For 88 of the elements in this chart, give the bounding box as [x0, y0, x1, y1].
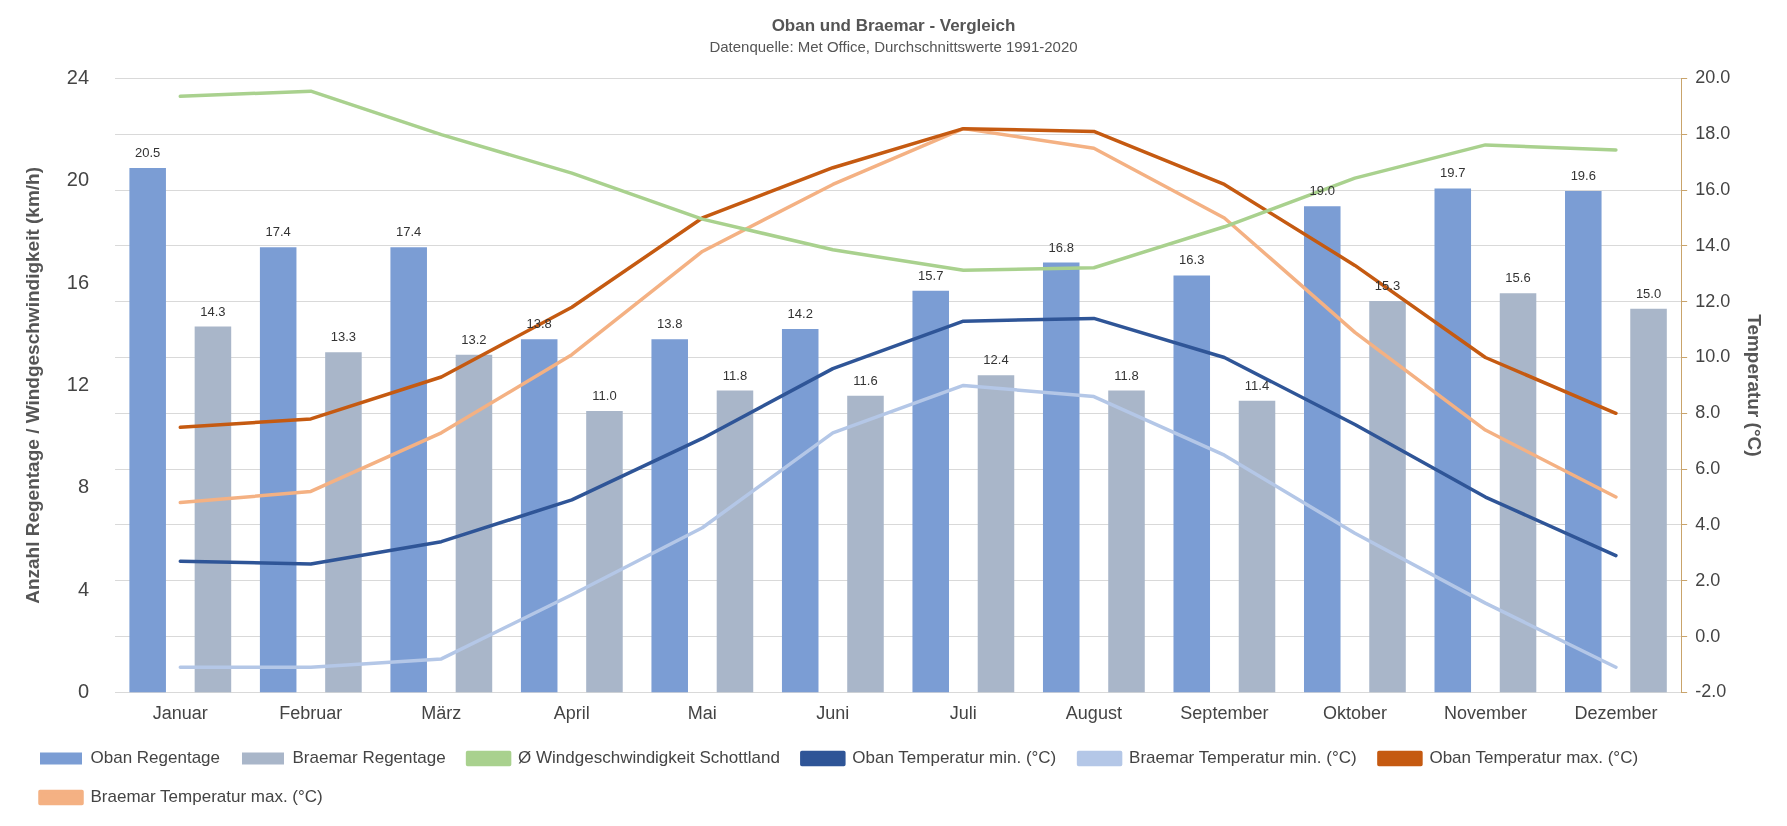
- y-tick-label: 4: [77, 577, 90, 600]
- data-label: 13.8: [657, 316, 683, 332]
- data-label: 16.8: [1048, 239, 1074, 255]
- data-label: 19.0: [1309, 183, 1335, 199]
- y-tick-label: 0: [77, 679, 90, 702]
- data-label: 14.3: [200, 303, 226, 319]
- x-tick-label: Januar: [152, 703, 208, 724]
- data-label: 17.4: [396, 224, 422, 240]
- y2-tick-label: 8.0: [1695, 402, 1721, 423]
- bar: [586, 410, 623, 693]
- y2-tick-label: -2.0: [1695, 681, 1727, 702]
- x-tick-label: September: [1180, 703, 1269, 724]
- bar: [781, 329, 819, 693]
- y-tick-label: 24: [66, 65, 90, 88]
- legend-label: Braemar Regentage: [292, 748, 446, 768]
- data-label: 19.6: [1570, 168, 1596, 184]
- x-tick-label: Oktober: [1322, 703, 1387, 724]
- bar: [1173, 275, 1211, 693]
- x-tick-label: November: [1443, 703, 1527, 724]
- y2-tick-label: 6.0: [1695, 458, 1721, 479]
- legend-label: Oban Temperatur max. (°C): [1429, 748, 1639, 768]
- bar: [390, 247, 427, 693]
- bar: [977, 375, 1015, 693]
- y2-tick-label: 16.0: [1695, 179, 1731, 200]
- bar: [1630, 308, 1667, 693]
- bar: [1565, 190, 1602, 693]
- data-label: 12.4: [983, 352, 1009, 368]
- bar: [1434, 188, 1472, 693]
- legend-label: Oban Regentage: [90, 748, 220, 768]
- bar: [194, 326, 232, 693]
- data-label: 15.7: [918, 267, 944, 283]
- y2-tick-label: 0.0: [1695, 625, 1721, 646]
- bar: [1238, 400, 1276, 693]
- x-tick-label: Juli: [949, 703, 977, 724]
- data-label: 13.3: [330, 329, 357, 345]
- x-tick-label: März: [421, 703, 462, 724]
- y-tick-label: 12: [66, 372, 90, 395]
- bar: [1303, 206, 1341, 693]
- bar: [520, 339, 558, 693]
- data-label: 16.3: [1179, 252, 1205, 268]
- data-label: 15.6: [1505, 270, 1531, 286]
- y-axis-title: Anzahl Regentage / Windgeschwindigkeit (km/h): [21, 166, 43, 604]
- legend-label: Braemar Temperatur min. (°C): [1129, 748, 1357, 768]
- data-label: 11.0: [592, 388, 617, 404]
- data-label: 11.8: [1114, 367, 1139, 383]
- bar: [325, 352, 362, 693]
- y-tick-label: 20: [66, 168, 90, 191]
- bar: [455, 354, 493, 693]
- bar: [1499, 293, 1537, 693]
- x-tick-label: Mai: [687, 703, 717, 724]
- data-label: 15.0: [1635, 285, 1662, 301]
- y-tick-label: 16: [66, 270, 90, 293]
- data-label: 17.4: [265, 224, 291, 240]
- bar: [259, 247, 297, 693]
- y2-tick-label: 14.0: [1695, 234, 1731, 255]
- legend-label: Oban Temperatur min. (°C): [852, 748, 1057, 768]
- x-tick-label: Juni: [816, 703, 850, 724]
- bar: [1369, 300, 1406, 693]
- x-tick-label: August: [1065, 703, 1122, 724]
- y2-tick-label: 10.0: [1695, 346, 1731, 367]
- bar: [847, 395, 884, 693]
- chart-title: Oban und Braemar - Vergleich: [771, 15, 1016, 35]
- y2-tick-label: 18.0: [1695, 123, 1731, 144]
- data-label: 14.2: [787, 306, 813, 322]
- data-label: 11.6: [853, 372, 878, 388]
- y2-tick-label: 12.0: [1695, 290, 1731, 311]
- bar: [1042, 262, 1080, 693]
- data-label: 11.4: [1244, 377, 1270, 393]
- y2-axis-title: Temperatur (°C): [1744, 314, 1766, 457]
- x-tick-label: Februar: [279, 703, 343, 724]
- bar: [716, 390, 754, 693]
- chart-subtitle: Datenquelle: Met Office, Durchschnittswerte 1991-2020: [709, 37, 1078, 55]
- data-label: 19.7: [1440, 165, 1466, 181]
- data-label: 20.5: [135, 145, 161, 161]
- bar: [1108, 390, 1145, 693]
- y2-tick-label: 2.0: [1695, 569, 1721, 590]
- data-label: 11.8: [722, 367, 748, 383]
- y-tick-label: 8: [77, 475, 90, 498]
- data-label: 13.2: [461, 331, 487, 347]
- y2-tick-label: 20.0: [1695, 67, 1731, 88]
- x-tick-label: April: [553, 703, 590, 724]
- bar: [129, 167, 166, 693]
- y2-tick-label: 4.0: [1695, 513, 1721, 534]
- legend-label: Ø Windgeschwindigkeit Schottland: [518, 748, 780, 768]
- bar: [651, 339, 688, 693]
- bar: [912, 290, 950, 693]
- legend-label: Braemar Temperatur max. (°C): [90, 787, 323, 807]
- x-tick-label: Dezember: [1574, 703, 1658, 724]
